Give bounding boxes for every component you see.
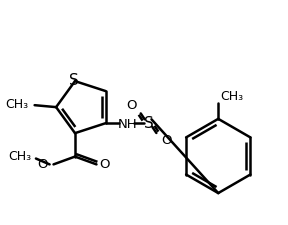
Text: O: O bbox=[99, 158, 109, 171]
Text: CH₃: CH₃ bbox=[6, 98, 29, 111]
Text: O: O bbox=[127, 99, 137, 112]
Text: S: S bbox=[144, 116, 154, 131]
Text: NH: NH bbox=[117, 118, 137, 131]
Text: CH₃: CH₃ bbox=[8, 150, 31, 163]
Text: O: O bbox=[161, 134, 171, 147]
Text: S: S bbox=[69, 73, 79, 88]
Text: CH₃: CH₃ bbox=[220, 90, 243, 103]
Text: O: O bbox=[37, 158, 48, 171]
